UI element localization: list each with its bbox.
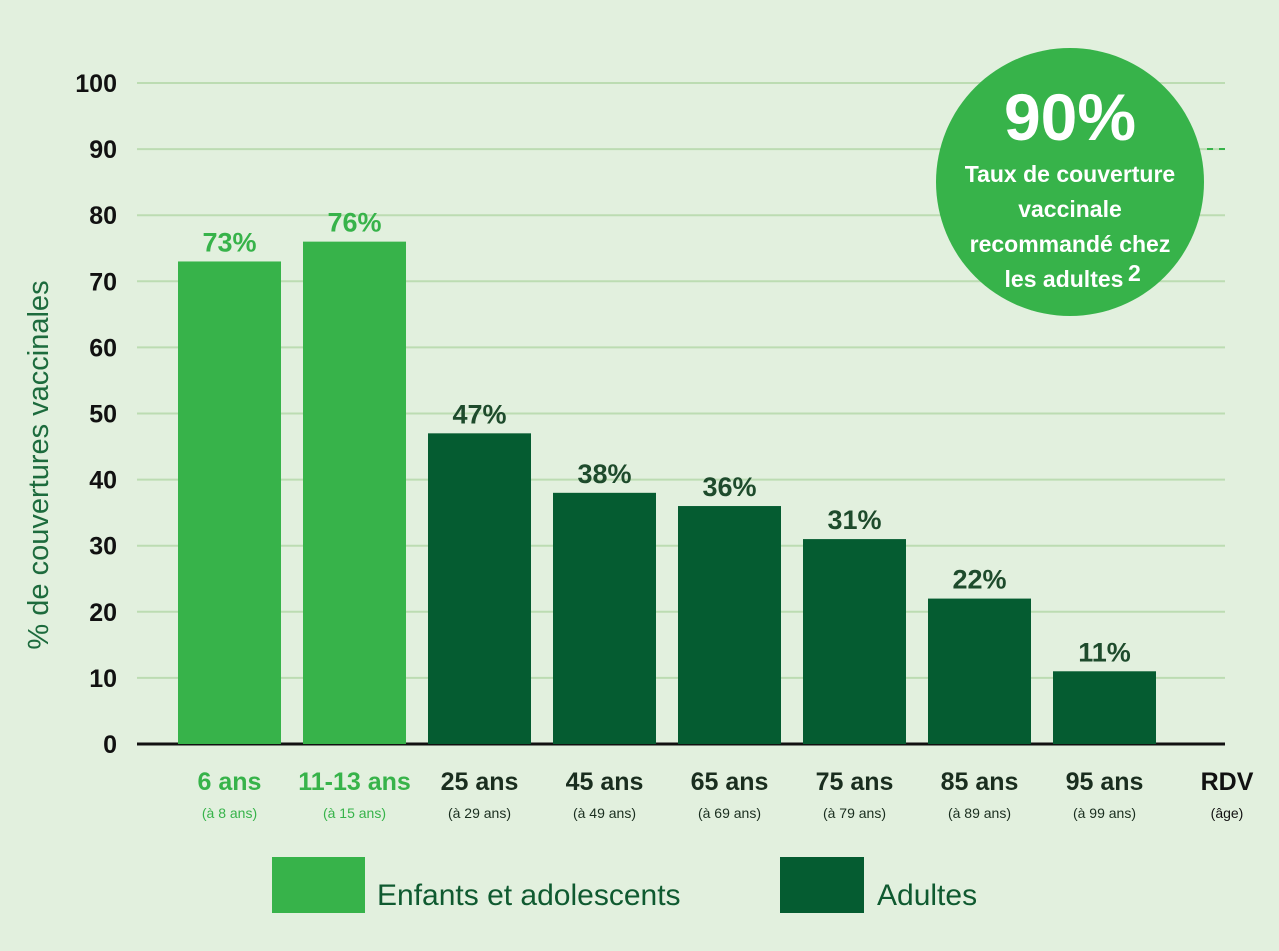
y-tick-label: 50 [89,401,117,429]
y-tick-label: 90 [89,136,117,164]
target-value: 90% [1004,80,1136,154]
x-tick-label: 11-13 ans [298,768,411,796]
y-tick-label: 30 [89,533,117,561]
x-tick-label: 25 ans [441,768,519,796]
x-tick-label: 65 ans [691,768,769,796]
target-text-line-2: vaccinale [1018,196,1122,222]
bar [178,261,281,744]
target-badge: 90% Taux de couverture vaccinale recomma… [936,48,1225,316]
axis-end-label: RDV [1201,768,1254,796]
target-text-line-4: les adultes [1005,266,1124,292]
y-tick-label: 10 [89,665,117,693]
x-tick-sublabel: (à 8 ans) [202,805,257,821]
bar-value-label: 11% [1078,637,1131,667]
legend: Enfants et adolescents Adultes [272,857,977,913]
x-tick-sublabel: (à 69 ans) [698,805,761,821]
legend-label-adults: Adultes [877,879,977,912]
x-tick-labels: 6 ans (à 8 ans) 11-13 ans (à 15 ans) 25 ans (… [198,768,1144,821]
bar-value-label: 76% [327,208,381,238]
axis-end-sublabel: (âge) [1211,805,1244,821]
x-tick-sublabel: (à 15 ans) [323,805,386,821]
y-axis-label: % de couvertures vaccinales [23,280,55,649]
x-tick-label: 85 ans [941,768,1019,796]
x-tick-label: 45 ans [566,768,644,796]
value-labels: 73% 76% 47% 38% 36% 31% 22% 11% [202,208,1130,668]
y-tick-label: 70 [89,268,117,296]
bars [178,241,1156,744]
y-tick-labels: 0 10 20 30 40 50 60 70 80 90 100 [75,70,117,759]
bar [428,433,531,744]
y-tick-label: 100 [75,70,117,98]
bar [803,539,906,744]
x-tick-sublabel: (à 49 ans) [573,805,636,821]
bar [303,241,406,744]
bar-value-label: 73% [202,227,256,257]
legend-swatch-adults [780,857,864,913]
target-footnote: 2 [1128,260,1141,286]
x-tick-sublabel: (à 79 ans) [823,805,886,821]
legend-swatch-children [272,857,365,913]
y-tick-label: 60 [89,334,117,362]
bar [678,506,781,744]
x-tick-sublabel: (à 29 ans) [448,805,511,821]
bar [553,492,656,744]
x-tick-sublabel: (à 89 ans) [948,805,1011,821]
y-tick-label: 40 [89,467,117,495]
bar-value-label: 31% [827,505,881,535]
x-tick-sublabel: (à 99 ans) [1073,805,1136,821]
legend-label-children: Enfants et adolescents [377,879,681,912]
target-text-line-1: Taux de couverture [965,161,1175,187]
x-tick-label: 95 ans [1066,768,1144,796]
bar-value-label: 22% [952,565,1006,595]
y-tick-label: 20 [89,599,117,627]
x-tick-label: 6 ans [198,768,262,796]
bar [1053,671,1156,744]
y-tick-label: 0 [103,731,117,759]
target-text-line-3: recommandé chez [970,231,1171,257]
bar-value-label: 47% [452,399,506,429]
y-tick-label: 80 [89,202,117,230]
bar-value-label: 36% [702,472,756,502]
x-tick-label: 75 ans [816,768,894,796]
bar-value-label: 38% [577,459,631,489]
target-circle [936,48,1204,316]
bar [928,598,1031,744]
